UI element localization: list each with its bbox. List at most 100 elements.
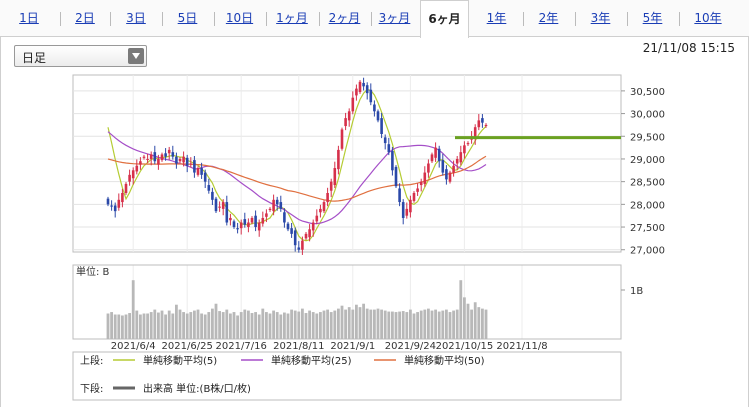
volume-bar <box>290 309 293 339</box>
tab-4[interactable]: 10日 <box>225 11 254 25</box>
tab-3[interactable]: 5日 <box>177 11 198 25</box>
x-tick-label: 2021/10/15 <box>436 341 494 352</box>
volume-bar <box>214 303 218 339</box>
volume-bar <box>441 310 445 339</box>
tab-separator <box>110 12 111 26</box>
last-updated-datetime: 21/11/08 15:15 <box>642 41 735 55</box>
tab-separator <box>162 12 163 26</box>
candle-down <box>445 169 448 180</box>
candle-up <box>160 154 164 161</box>
tab-12[interactable]: 5年 <box>642 11 663 25</box>
volume-bar <box>139 314 142 339</box>
candle-up <box>344 118 347 127</box>
legend-box <box>72 351 622 401</box>
chevron-down-icon[interactable] <box>128 48 144 64</box>
volume-bar <box>412 313 416 339</box>
volume-bar <box>391 311 394 339</box>
volume-bar <box>340 305 344 339</box>
candle-up <box>452 165 455 173</box>
tab-5[interactable]: 1ヶ月 <box>276 11 308 25</box>
tab-13[interactable]: 10年 <box>694 11 722 25</box>
volume-bar <box>344 309 347 339</box>
volume-bar <box>416 312 419 339</box>
volume-bar <box>146 313 149 339</box>
candle-down <box>175 156 178 164</box>
candle-down <box>290 228 293 234</box>
candle-up <box>329 181 333 191</box>
volume-bar <box>337 308 340 339</box>
candle-down <box>211 191 214 200</box>
volume-bar <box>110 312 113 339</box>
volume-bar <box>301 308 304 339</box>
volume-bar <box>117 314 121 339</box>
volume-bar <box>279 314 283 339</box>
legend-item-label: 単純移動平均(25) <box>271 354 352 367</box>
volume-bar <box>473 302 477 339</box>
tab-0[interactable]: 1日 <box>19 11 39 25</box>
volume-bar <box>452 310 455 339</box>
candle-up <box>477 120 481 128</box>
candle-up <box>319 208 322 213</box>
interval-select[interactable]: 日足 <box>14 45 147 67</box>
candle-up <box>351 97 355 112</box>
candle-up <box>257 222 261 231</box>
volume-bar <box>434 309 437 339</box>
candle-up <box>121 193 124 203</box>
volume-bar <box>477 307 481 339</box>
volume-bar <box>322 310 326 339</box>
volume-bar <box>409 309 412 339</box>
candle-up <box>167 149 171 154</box>
candle-down <box>394 166 398 187</box>
volume-bar <box>470 309 473 339</box>
tab-separator <box>60 12 61 26</box>
tab-7[interactable]: 3ヶ月 <box>378 11 411 25</box>
tab-separator <box>627 12 628 26</box>
volume-bar <box>329 312 333 339</box>
volume-bar <box>362 303 365 339</box>
candle-up <box>484 124 488 127</box>
candle-down <box>401 202 405 218</box>
volume-bar <box>293 310 297 339</box>
tab-11[interactable]: 3年 <box>590 11 611 25</box>
volume-bar <box>167 310 171 339</box>
volume-bar <box>193 310 196 339</box>
volume-bar <box>178 309 182 339</box>
tab-1[interactable]: 2日 <box>75 11 95 25</box>
candle-up <box>218 206 221 208</box>
candle-up <box>239 222 243 229</box>
legend-item-label: 単純移動平均(50) <box>404 354 485 367</box>
volume-bar <box>351 309 355 339</box>
candle-down <box>225 202 229 223</box>
volume-bar <box>268 313 272 339</box>
candle-up <box>178 158 182 162</box>
volume-bar <box>265 312 268 339</box>
x-tick-label: 2021/9/24 <box>385 341 436 352</box>
tab-8[interactable]: 6ヶ月 <box>420 0 469 38</box>
price-tick-label: 27,500 <box>630 223 665 234</box>
candle-down <box>243 219 247 225</box>
candle-down <box>398 188 401 203</box>
candle-down <box>106 198 110 205</box>
tab-6[interactable]: 2ヶ月 <box>328 11 361 25</box>
volume-bar <box>250 313 254 339</box>
volume-bar <box>254 312 257 339</box>
tab-separator <box>214 12 215 26</box>
candle-down <box>236 228 239 230</box>
x-tick-label: 2021/7/16 <box>216 341 267 352</box>
candle-up <box>142 156 146 158</box>
tab-2[interactable]: 3日 <box>126 11 146 25</box>
volume-bar <box>257 314 261 339</box>
tab-9[interactable]: 1年 <box>486 11 507 25</box>
candle-up <box>272 199 275 212</box>
tab-10[interactable]: 2年 <box>538 11 559 25</box>
candle-up <box>355 88 358 96</box>
candle-up <box>315 215 319 222</box>
volume-bar <box>304 313 308 339</box>
volume-bar <box>232 312 236 339</box>
price-tick-label: 30,000 <box>630 110 665 121</box>
candle-down <box>254 215 257 228</box>
volume-bar <box>437 311 441 339</box>
volume-bar <box>113 314 117 339</box>
volume-bar <box>229 313 232 339</box>
